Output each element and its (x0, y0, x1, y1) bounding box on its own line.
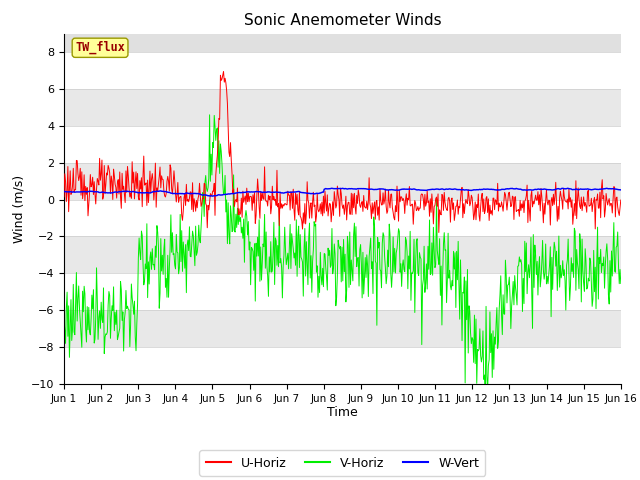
Line: W-Vert: W-Vert (64, 188, 621, 196)
U-Horiz (60, 194, 68, 200)
U-Horiz (184, 196, 192, 202)
Bar (64, 89, 621, 126)
V-Horiz (428, 271, 435, 276)
Line: V-Horiz: V-Horiz (64, 115, 621, 395)
V-Horiz (617, 281, 625, 287)
Bar (64, 52, 621, 89)
W-Vert (127, 189, 135, 195)
Line: U-Horiz: U-Horiz (64, 72, 621, 232)
W-Vert (617, 187, 625, 193)
V-Horiz (70, 329, 78, 335)
Y-axis label: Wind (m/s): Wind (m/s) (12, 175, 26, 243)
Bar (64, 273, 621, 310)
Bar (64, 126, 621, 163)
W-Vert (428, 187, 436, 192)
V-Horiz (411, 310, 419, 315)
V-Horiz (481, 392, 489, 398)
V-Horiz (214, 164, 222, 170)
U-Horiz (214, 153, 221, 158)
W-Vert (184, 191, 192, 196)
U-Horiz (435, 229, 443, 235)
V-Horiz (127, 281, 135, 287)
W-Vert (412, 187, 419, 192)
Bar (64, 237, 621, 273)
V-Horiz (205, 112, 213, 118)
W-Vert (60, 189, 68, 194)
Bar (64, 347, 621, 384)
W-Vert (209, 193, 216, 199)
U-Horiz (220, 69, 227, 74)
U-Horiz (127, 195, 135, 201)
Bar (64, 200, 621, 237)
Text: TW_flux: TW_flux (75, 41, 125, 54)
W-Vert (70, 189, 78, 195)
U-Horiz (70, 189, 78, 195)
Bar (64, 163, 621, 200)
U-Horiz (617, 197, 625, 203)
W-Vert (214, 192, 222, 198)
W-Vert (328, 185, 336, 191)
V-Horiz (184, 237, 192, 243)
Title: Sonic Anemometer Winds: Sonic Anemometer Winds (244, 13, 441, 28)
Bar (64, 310, 621, 347)
U-Horiz (428, 209, 435, 215)
X-axis label: Time: Time (327, 407, 358, 420)
Legend: U-Horiz, V-Horiz, W-Vert: U-Horiz, V-Horiz, W-Vert (200, 450, 485, 476)
V-Horiz (60, 316, 68, 322)
U-Horiz (411, 198, 419, 204)
